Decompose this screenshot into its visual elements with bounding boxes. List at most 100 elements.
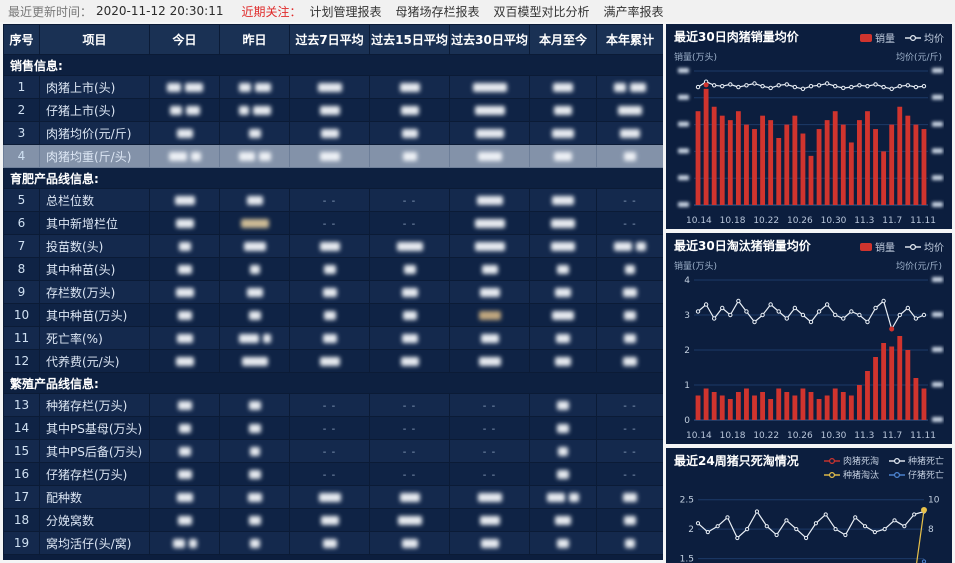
redacted-value bbox=[319, 357, 340, 366]
legend-item[interactable]: 仔猪死亡 bbox=[888, 468, 944, 481]
legend-item[interactable]: 销量 bbox=[860, 239, 895, 254]
redacted-value bbox=[320, 129, 339, 138]
table-row[interactable]: 7 投苗数(头) bbox=[3, 234, 663, 258]
value-cell bbox=[289, 98, 370, 122]
table-row[interactable]: 6 其中新增栏位 - - - - - - bbox=[3, 211, 663, 235]
value-cell bbox=[529, 188, 597, 212]
empty-value: - - bbox=[402, 401, 417, 412]
redacted-value bbox=[178, 242, 191, 251]
table-row[interactable]: 14 其中PS基母(万头) - - - - - - - - bbox=[3, 416, 663, 440]
table-row[interactable]: 3 肉猪均价(元/斤) bbox=[3, 121, 663, 145]
value-cell bbox=[529, 280, 597, 304]
topbar-link[interactable]: 满产率报表 bbox=[603, 4, 664, 19]
table-row[interactable]: 8 其中种苗(头) bbox=[3, 257, 663, 281]
value-cell bbox=[149, 485, 220, 509]
value-cell bbox=[449, 234, 530, 258]
table-row[interactable]: 15 其中PS后备(万头) - - - - - - - - bbox=[3, 439, 663, 463]
redacted-value bbox=[178, 447, 191, 456]
row-label: 代养费(元/头) bbox=[39, 349, 150, 373]
table-row[interactable]: 13 种猪存栏(万头) - - - - - - - - bbox=[3, 393, 663, 417]
svg-text:1: 1 bbox=[684, 381, 690, 391]
redacted-value bbox=[322, 288, 337, 297]
table-row[interactable]: 9 存栏数(万头) bbox=[3, 280, 663, 304]
redacted-value bbox=[556, 334, 570, 343]
redacted-value bbox=[248, 516, 261, 525]
table-row[interactable]: 12 代养费(元/头) bbox=[3, 349, 663, 373]
value-cell bbox=[219, 75, 290, 99]
legend-item[interactable]: 种猪死亡 bbox=[888, 454, 944, 467]
table-row[interactable]: 10 其中种苗(万头) bbox=[3, 303, 663, 327]
row-index: 11 bbox=[3, 326, 40, 350]
value-cell bbox=[449, 121, 530, 145]
row-index: 17 bbox=[3, 485, 40, 509]
value-cell bbox=[219, 144, 290, 168]
value-cell bbox=[529, 531, 597, 555]
table-row[interactable]: 18 分娩窝数 bbox=[3, 508, 663, 532]
row-index: 16 bbox=[3, 462, 40, 486]
empty-value: - - bbox=[623, 219, 637, 230]
redacted-value bbox=[614, 242, 632, 251]
row-index: 1 bbox=[3, 75, 40, 99]
table-row[interactable]: 5 总栏位数 - - - - - - bbox=[3, 188, 663, 212]
x-tick-label: 10.26 bbox=[786, 216, 813, 226]
value-cell: - - bbox=[289, 393, 370, 417]
value-cell bbox=[449, 188, 530, 212]
redacted-value bbox=[553, 83, 573, 92]
legend-item[interactable]: 种猪淘汰 bbox=[823, 468, 879, 481]
chart-panel-24week-death-cull: 最近24周猪只死淘情况 肉猪死淘 种猪死亡 种猪淘汰 仔猪死亡 2.5 10 2 8 1.5 bbox=[666, 448, 952, 563]
redacted-value bbox=[177, 311, 192, 320]
value-cell bbox=[289, 75, 370, 99]
value-cell bbox=[149, 144, 220, 168]
value-cell: - - bbox=[369, 462, 450, 486]
redacted-value bbox=[475, 129, 504, 138]
table-row[interactable]: 16 仔猪存栏(万头) - - - - - - - - bbox=[3, 462, 663, 486]
column-header: 过去7日平均 bbox=[289, 24, 370, 55]
table-row[interactable]: 19 窝均活仔(头/窝) bbox=[3, 531, 663, 555]
legend-label: 均价 bbox=[924, 34, 944, 45]
redacted-value bbox=[317, 83, 342, 92]
table-row[interactable]: 4 肉猪均重(斤/头) bbox=[3, 144, 663, 168]
value-cell bbox=[219, 257, 290, 281]
value-cell bbox=[219, 508, 290, 532]
redacted-value bbox=[481, 265, 498, 274]
legend-item[interactable]: 肉猪死淘 bbox=[823, 454, 879, 467]
value-cell bbox=[369, 531, 450, 555]
redacted-value bbox=[474, 242, 505, 251]
redacted-value bbox=[625, 265, 635, 274]
topbar-link[interactable]: 计划管理报表 bbox=[309, 4, 382, 19]
row-label: 存栏数(万头) bbox=[39, 280, 150, 304]
topbar-link[interactable]: 母猪场存栏报表 bbox=[395, 4, 480, 19]
redacted-value bbox=[557, 401, 569, 410]
legend-item[interactable]: 均价 bbox=[905, 239, 944, 254]
update-time-value: 2020-11-12 20:30:11 bbox=[96, 4, 224, 18]
value-cell bbox=[219, 98, 290, 122]
table-row[interactable]: 17 配种数 bbox=[3, 485, 663, 509]
redacted-value bbox=[625, 539, 635, 548]
table-row[interactable]: 1 肉猪上市(头) bbox=[3, 75, 663, 99]
redacted-value bbox=[624, 334, 636, 343]
value-cell bbox=[596, 280, 663, 304]
x-axis-labels: 10.14 10.18 10.22 10.26 10.30 11.3 11.7 11.11 bbox=[674, 214, 944, 226]
redacted-value bbox=[176, 129, 193, 138]
left-axis-label: 销量(万头) bbox=[674, 262, 718, 272]
row-label: 其中种苗(万头) bbox=[39, 303, 150, 327]
topbar-link[interactable]: 双百模型对比分析 bbox=[493, 4, 590, 19]
value-cell bbox=[449, 349, 530, 373]
row-label: 肉猪均重(斤/头) bbox=[39, 144, 150, 168]
redacted-value bbox=[322, 334, 337, 343]
value-cell bbox=[449, 485, 530, 509]
value-cell bbox=[149, 75, 220, 99]
value-cell bbox=[529, 257, 597, 281]
value-cell bbox=[219, 531, 290, 555]
redacted-value bbox=[188, 539, 197, 548]
x-tick-label: 11.7 bbox=[882, 216, 903, 226]
section-title: 繁殖产品线信息: bbox=[3, 372, 663, 394]
table-row[interactable]: 2 仔猪上市(头) bbox=[3, 98, 663, 122]
table-row[interactable]: 11 死亡率(%) bbox=[3, 326, 663, 350]
redacted-value bbox=[557, 424, 569, 433]
row-index: 2 bbox=[3, 98, 40, 122]
svg-text:4: 4 bbox=[684, 276, 690, 286]
legend-item[interactable]: 销量 bbox=[860, 30, 895, 45]
legend-item[interactable]: 均价 bbox=[905, 30, 944, 45]
redacted-value bbox=[246, 288, 263, 297]
